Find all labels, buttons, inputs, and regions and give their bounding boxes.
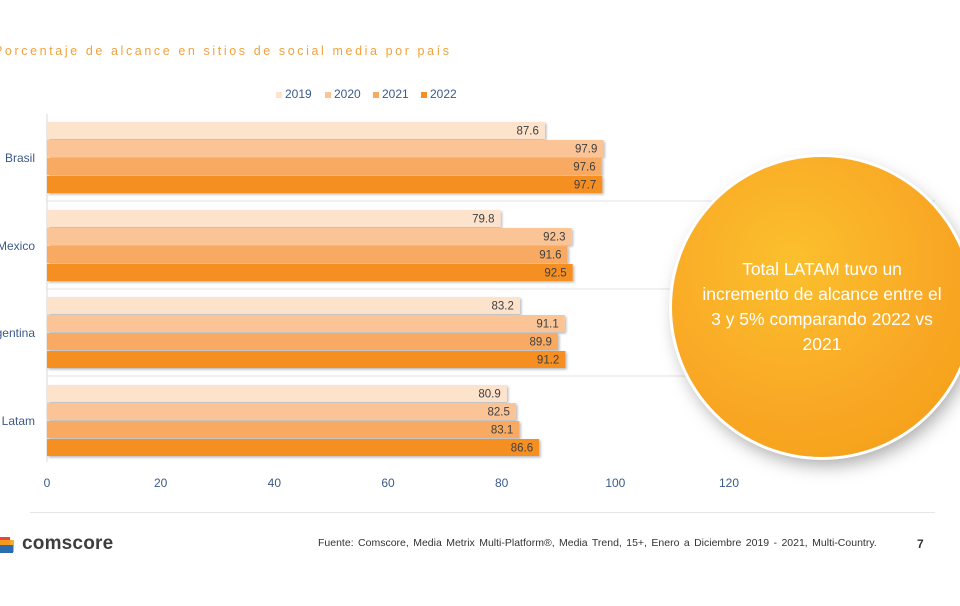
data-label-2021-brasil: 97.6 — [573, 162, 595, 174]
bar-2022-latam — [47, 439, 540, 456]
data-label-2019-brasil: 87.6 — [516, 126, 538, 138]
data-label-2022-brasil: 97.7 — [574, 180, 596, 192]
bar-2020-mexico — [47, 228, 572, 245]
legend-swatch-2020 — [325, 92, 331, 98]
source-note: Fuente: Comscore, Media Metrix Multi-Pla… — [318, 537, 877, 549]
x-tick-label-0: 0 — [44, 476, 51, 490]
legend-swatch-2022 — [421, 92, 427, 98]
legend-label-2020: 2020 — [334, 87, 361, 101]
category-label-argentina: Argentina — [0, 326, 35, 340]
x-tick-label-120: 120 — [719, 476, 739, 490]
bar-2021-brasil — [47, 158, 602, 175]
x-tick-label-80: 80 — [495, 476, 509, 490]
data-label-2022-latam: 86.6 — [511, 443, 533, 455]
x-tick-label-40: 40 — [268, 476, 282, 490]
data-label-2022-argentina: 91.2 — [537, 355, 559, 367]
data-label-2022-mexico: 92.5 — [544, 268, 566, 280]
data-label-2019-argentina: 83.2 — [491, 301, 513, 313]
bar-2022-argentina — [47, 351, 566, 368]
callout-text: Total LATAM tuvo un incremento de alcanc… — [702, 259, 942, 354]
legend-swatch-2019 — [276, 92, 282, 98]
bar-2021-latam — [47, 421, 520, 438]
data-label-2020-brasil: 97.9 — [575, 144, 597, 156]
comscore-logo-icon — [0, 534, 16, 554]
logo-text: comscore — [22, 533, 114, 554]
legend-label-2019: 2019 — [285, 87, 312, 101]
legend-swatch-2021 — [373, 92, 379, 98]
category-label-mexico: Mexico — [0, 239, 35, 253]
category-label-brasil: Brasil — [5, 151, 35, 165]
bar-2021-argentina — [47, 333, 558, 350]
data-label-2021-mexico: 91.6 — [539, 250, 561, 262]
data-label-2020-latam: 82.5 — [487, 407, 509, 419]
data-label-2020-argentina: 91.1 — [536, 319, 558, 331]
category-label-latam: Latam — [2, 414, 35, 428]
x-tick-label-100: 100 — [605, 476, 625, 490]
bar-2020-brasil — [47, 140, 604, 157]
bar-2019-latam — [47, 385, 507, 402]
bar-2020-latam — [47, 403, 516, 420]
footer-divider — [30, 512, 935, 513]
x-tick-label-20: 20 — [154, 476, 168, 490]
bar-2022-brasil — [47, 176, 603, 193]
bar-2019-argentina — [47, 297, 520, 314]
bar-2019-brasil — [47, 122, 545, 139]
data-label-2019-mexico: 79.8 — [472, 214, 494, 226]
bar-2019-mexico — [47, 210, 501, 227]
page-number: 7 — [917, 537, 924, 551]
comscore-logo: comscore — [0, 533, 113, 555]
legend-label-2021: 2021 — [382, 87, 409, 101]
legend-label-2022: 2022 — [430, 87, 457, 101]
data-label-2021-argentina: 89.9 — [530, 337, 552, 349]
data-label-2020-mexico: 92.3 — [543, 232, 565, 244]
callout-circle: Total LATAM tuvo un incremento de alcanc… — [672, 157, 960, 457]
data-label-2021-latam: 83.1 — [491, 425, 513, 437]
chart-title: Porcentaje de alcance en sitios de socia… — [0, 44, 452, 58]
x-tick-label-60: 60 — [381, 476, 395, 490]
data-label-2019-latam: 80.9 — [478, 389, 500, 401]
bar-2022-mexico — [47, 264, 573, 281]
bar-2021-mexico — [47, 246, 568, 263]
bar-2020-argentina — [47, 315, 565, 332]
